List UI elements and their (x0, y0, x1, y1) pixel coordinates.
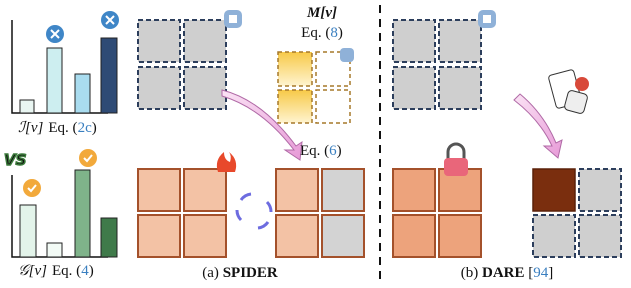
dare-updated (393, 144, 621, 257)
label-part: (a) (202, 265, 222, 281)
label-part: Eq. ( (301, 25, 330, 41)
label-part: ] (548, 265, 553, 281)
importance-chart (12, 11, 119, 113)
label-part: ) (338, 25, 343, 41)
versus-label: VS (4, 151, 26, 169)
label-part: Eq. ( (52, 263, 81, 279)
label-part: 𝒢[v] (18, 263, 47, 279)
mask-eq: Eq. (8) (301, 25, 343, 41)
label-part: ) (337, 143, 342, 159)
label-part: [ (525, 265, 534, 281)
dare-weights (393, 10, 589, 114)
spider-updated (138, 152, 364, 257)
gradient-chart (12, 149, 117, 257)
label-part: Eq. ( (48, 120, 77, 136)
importance-label: ℐ[v]Eq. (2c) (18, 120, 97, 136)
dare-caption: (b) DARE [94] (461, 265, 554, 281)
label-part: SPIDER (223, 265, 278, 281)
mask-symbol: M[v] (306, 5, 337, 21)
update-eq: Eq. (6) (300, 143, 342, 159)
spider-caption: (a) SPIDER (202, 265, 278, 281)
label-part: DARE (482, 265, 525, 281)
gradient-label: 𝒢[v]Eq. (4) (18, 263, 94, 279)
label-part: 8 (330, 25, 338, 41)
label-part: ℐ[v] (18, 120, 44, 136)
arrow (514, 94, 562, 158)
mask-grid (278, 48, 354, 123)
label-part: 2c (78, 120, 93, 136)
label-part: 94 (533, 265, 549, 281)
label-part: (b) (461, 265, 482, 281)
figure: ℐ[v]Eq. (2c) VS 𝒢[v]Eq. (4) M[v] Eq. (8)… (0, 0, 631, 288)
label-part: Eq. ( (300, 143, 329, 159)
label-part: ) (89, 263, 94, 279)
label-part: ) (92, 120, 97, 136)
